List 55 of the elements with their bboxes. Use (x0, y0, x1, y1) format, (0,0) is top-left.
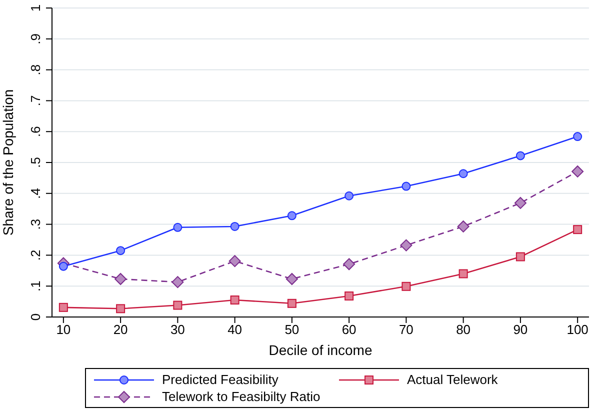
y-tick-label: 0 (28, 313, 43, 321)
x-tick-label: 60 (342, 322, 356, 338)
point (172, 276, 184, 288)
y-tick-label: .3 (28, 218, 43, 230)
x-tick-label: 20 (113, 322, 128, 338)
point (514, 196, 526, 209)
legend-label: Telework to Feasibilty Ratio (162, 389, 320, 404)
y-tick-label: 1 (28, 4, 43, 12)
y-axis-title: Share of the Population (0, 89, 16, 236)
y-tick-label: .2 (28, 250, 43, 261)
x-tick-label: 70 (398, 322, 414, 338)
point (573, 132, 582, 142)
point (402, 282, 411, 291)
x-tick-label: 80 (456, 322, 471, 338)
x-tick-label: 90 (513, 322, 528, 338)
point (58, 262, 68, 271)
x-tick-label: 10 (56, 322, 71, 338)
point (457, 220, 470, 232)
point (402, 182, 411, 191)
point (173, 222, 182, 232)
y-tick-label: .1 (28, 280, 43, 292)
point (344, 291, 354, 300)
point (116, 304, 126, 314)
point (114, 272, 127, 285)
point (343, 258, 356, 270)
point (344, 191, 354, 200)
point (573, 225, 582, 234)
point (516, 252, 525, 262)
x-tick-label: 40 (228, 322, 242, 338)
x-axis-title: Decile of income (268, 342, 372, 358)
point (458, 169, 468, 178)
point (458, 269, 468, 278)
y-tick-label: .8 (28, 64, 43, 76)
y-tick-label: .7 (28, 95, 43, 106)
point (516, 151, 525, 160)
point (287, 298, 296, 308)
point (572, 165, 584, 178)
point (116, 246, 126, 256)
x-tick-label: 100 (566, 322, 588, 338)
y-tick-label: .5 (28, 157, 43, 168)
point (400, 239, 412, 252)
point (286, 272, 298, 285)
y-tick-label: .9 (28, 33, 43, 44)
x-tick-label: 50 (284, 322, 300, 338)
point (173, 300, 182, 310)
legend-label: Actual Telework (407, 372, 498, 387)
point (287, 211, 296, 220)
y-tick-label: .6 (28, 126, 43, 138)
point (230, 296, 240, 305)
point (230, 222, 240, 231)
legend-label: Predicted Feasibility (162, 372, 278, 387)
point (228, 255, 241, 268)
point (58, 302, 68, 312)
x-tick-label: 30 (170, 322, 185, 338)
y-tick-label: .4 (28, 188, 43, 199)
